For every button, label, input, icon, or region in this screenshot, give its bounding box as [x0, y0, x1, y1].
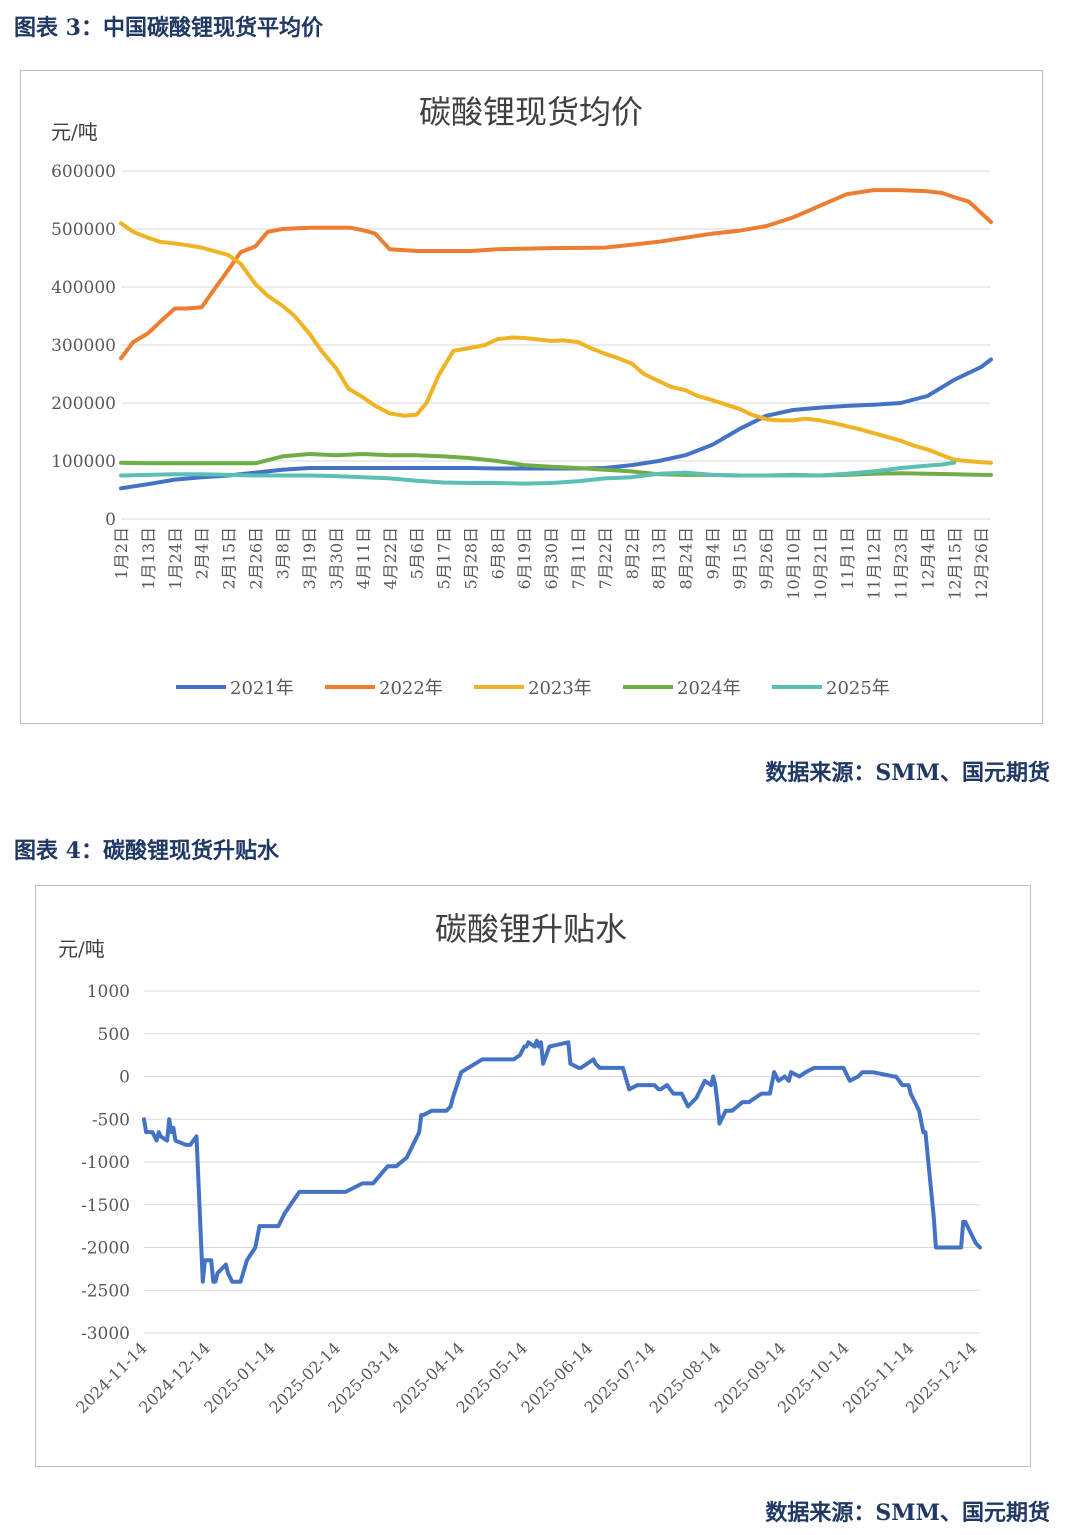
chart-title: 碳酸锂升贴水	[435, 910, 627, 948]
y-tick-label: 300000	[51, 336, 116, 356]
y-tick-label: 400000	[51, 278, 116, 298]
x-tick-label: 1月2日	[112, 527, 131, 579]
x-tick-label: 12月26日	[972, 527, 991, 600]
chart-title: 碳酸锂现货均价	[419, 93, 643, 131]
figure-3-caption: 图表 3：中国碳酸锂现货平均价	[14, 15, 323, 41]
y-tick-label: 500	[98, 1025, 130, 1045]
legend-label-4: 2025年	[826, 678, 890, 699]
x-tick-label: 6月8日	[488, 527, 507, 579]
x-tick-label: 9月4日	[703, 527, 722, 579]
legend-label-1: 2022年	[379, 678, 443, 699]
y-tick-label: 500000	[51, 220, 116, 240]
x-tick-label: 5月28日	[461, 527, 480, 590]
y-tick-label: -1500	[81, 1196, 130, 1216]
chart-1-frame: 碳酸锂现货均价元/吨 0 100000 200000 300000 400000 50000…	[20, 70, 1043, 724]
y-tick-label: 0	[119, 1068, 130, 1088]
x-tick-label: 3月8日	[273, 527, 292, 579]
x-tick-label: 11月23日	[892, 527, 911, 600]
legend-label-3: 2024年	[677, 678, 741, 699]
x-tick-label: 11月12日	[865, 527, 884, 600]
series-line-2	[119, 221, 993, 465]
x-tick-label: 9月15日	[730, 527, 749, 590]
legend-label-2: 2023年	[528, 678, 592, 699]
chart-2-frame: 碳酸锂升贴水元/吨 -3000 -2500 -2000 -1500 -1000 -500 0 5…	[35, 885, 1031, 1467]
x-tick-label: 3月30日	[327, 527, 346, 590]
x-tick-label: 1月24日	[166, 527, 185, 590]
y-tick-label: 600000	[51, 162, 116, 182]
y-tick-label: -1000	[81, 1153, 130, 1173]
series-line-1	[119, 188, 993, 361]
x-tick-label: 7月22日	[596, 527, 615, 590]
y-axis-unit: 元/吨	[58, 937, 105, 961]
x-tick-label: 9月26日	[757, 527, 776, 590]
figure-3-source: 数据来源：SMM、国元期货	[765, 760, 1050, 786]
y-tick-label: 200000	[51, 394, 116, 414]
x-tick-label: 2月4日	[193, 527, 212, 579]
basis-line	[142, 1038, 982, 1284]
x-tick-label: 10月10日	[784, 527, 803, 600]
x-tick-label: 11月1日	[838, 527, 857, 590]
x-tick-label: 12月4日	[918, 527, 937, 590]
y-tick-label: 100000	[51, 452, 116, 472]
x-tick-label: 5月6日	[408, 527, 427, 579]
x-tick-label: 8月24日	[677, 527, 696, 590]
y-tick-label: -2500	[81, 1281, 130, 1301]
y-tick-label: -500	[92, 1110, 130, 1130]
y-axis-unit: 元/吨	[51, 120, 98, 144]
x-tick-label: 4月22日	[381, 527, 400, 590]
x-tick-label: 8月13日	[650, 527, 669, 590]
legend-label-0: 2021年	[230, 678, 294, 699]
x-tick-label: 1月13日	[139, 527, 158, 590]
y-tick-label: -2000	[81, 1239, 130, 1259]
x-tick-label: 10月21日	[811, 527, 830, 600]
series-line-4	[119, 460, 957, 486]
x-tick-label: 3月19日	[300, 527, 319, 590]
x-tick-label: 6月19日	[515, 527, 534, 590]
x-tick-label: 12月15日	[945, 527, 964, 600]
x-tick-label: 6月30日	[542, 527, 561, 590]
x-tick-label: 5月17日	[435, 527, 454, 590]
x-tick-label: 2月26日	[246, 527, 265, 590]
x-tick-label: 7月11日	[569, 527, 588, 590]
y-tick-label: 1000	[87, 982, 130, 1002]
x-tick-label: 8月2日	[623, 527, 642, 579]
y-tick-label: -3000	[81, 1324, 130, 1344]
figure-4-caption: 图表 4：碳酸锂现货升贴水	[14, 838, 279, 864]
figure-4-source: 数据来源：SMM、国元期货	[765, 1500, 1050, 1526]
x-tick-label: 4月11日	[354, 527, 373, 590]
x-tick-label: 2月15日	[220, 527, 239, 590]
y-tick-label: 0	[105, 510, 116, 530]
